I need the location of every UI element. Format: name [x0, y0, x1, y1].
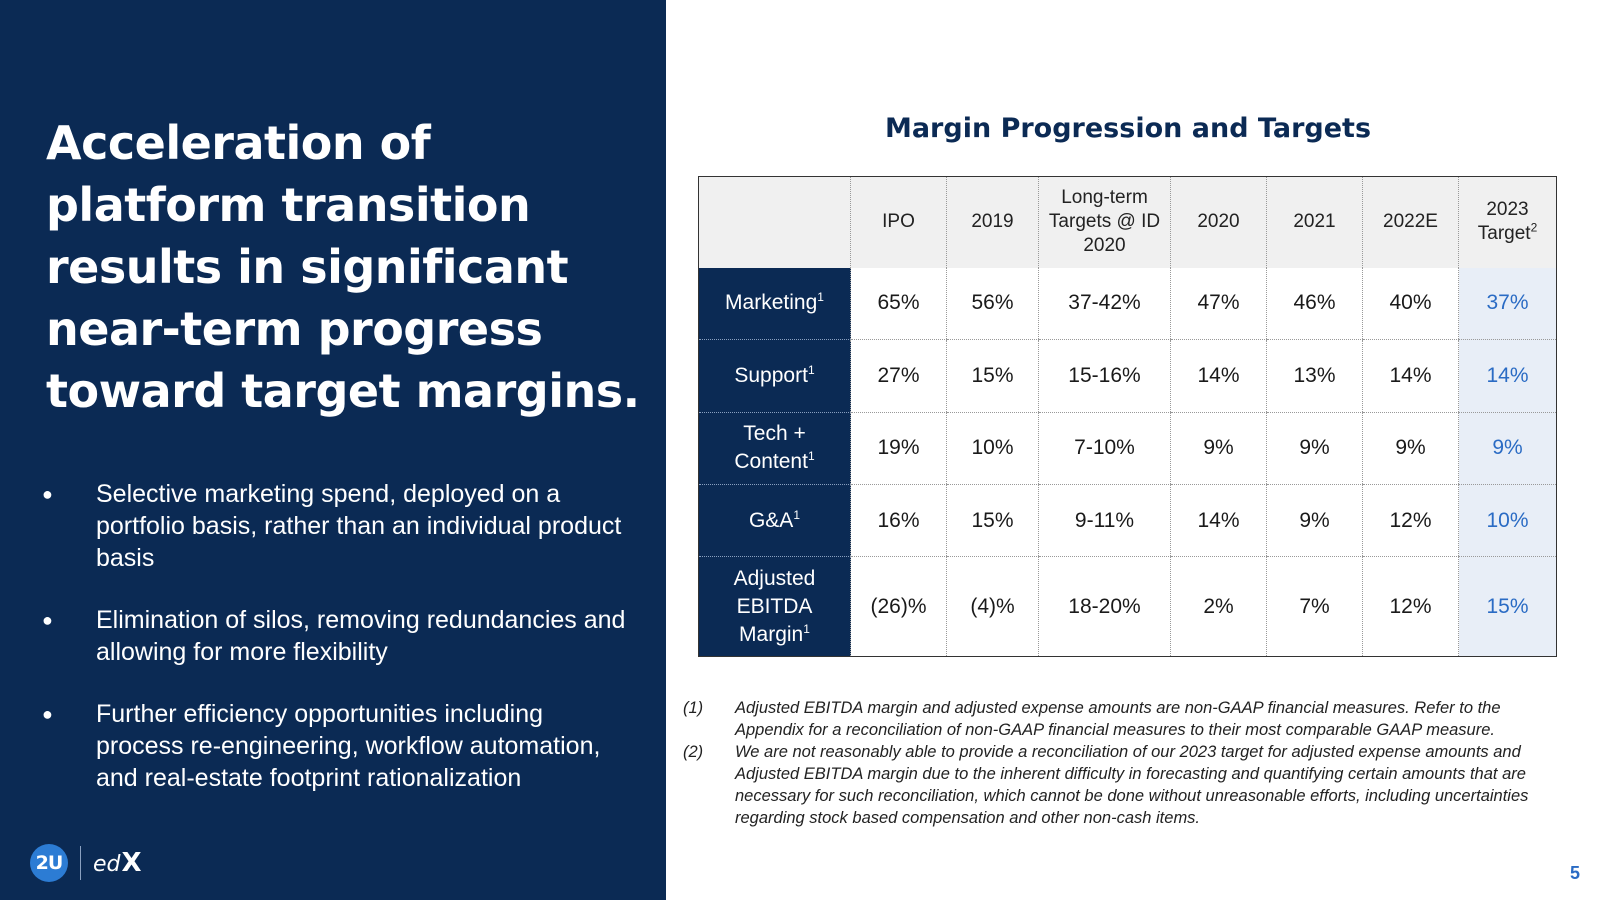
table-cell: 16%	[850, 484, 947, 558]
table-row: Support1 27% 15% 15-16% 14% 13% 14% 14%	[698, 339, 1557, 413]
table-cell: 56%	[946, 267, 1039, 341]
bullet-item: ● Further efficiency opportunities inclu…	[40, 698, 626, 794]
footnote: (2) We are not reasonably able to provid…	[683, 741, 1563, 829]
footnote-text: Adjusted EBITDA margin and adjusted expe…	[735, 699, 1501, 739]
table-cell: 65%	[850, 267, 947, 341]
table-row: Marketing1 65% 56% 37-42% 47% 46% 40% 37%	[698, 267, 1557, 341]
table-cell: 14%	[1170, 339, 1267, 413]
bullet-item: ● Elimination of silos, removing redunda…	[40, 604, 626, 668]
row-label: Tech + Content1	[698, 412, 851, 485]
table-cell: 15%	[946, 484, 1039, 558]
table-cell: 15%	[946, 339, 1039, 413]
table-cell: 9%	[1266, 484, 1363, 558]
table-cell: 40%	[1362, 267, 1459, 341]
bullet-dot-icon: ●	[42, 610, 53, 630]
company-logo: 2U edX	[30, 844, 142, 882]
table-row: Tech + Content1 19% 10% 7-10% 9% 9% 9% 9%	[698, 412, 1557, 485]
column-header: IPO	[850, 176, 947, 268]
table-cell: 7-10%	[1038, 412, 1171, 485]
column-header: 2019	[946, 176, 1039, 268]
row-label: Adjusted EBITDA Margin1	[698, 556, 851, 657]
table-cell: 47%	[1170, 267, 1267, 341]
table-cell: 9%	[1266, 412, 1363, 485]
target-cell: 15%	[1458, 556, 1557, 657]
footnote-text: We are not reasonably able to provide a …	[735, 743, 1529, 827]
table-cell: 19%	[850, 412, 947, 485]
table-cell: 9%	[1170, 412, 1267, 485]
column-header: Long-term Targets @ ID 2020	[1038, 176, 1171, 268]
footnote: (1) Adjusted EBITDA margin and adjusted …	[683, 697, 1563, 741]
bullet-dot-icon: ●	[42, 484, 53, 504]
left-panel: Acceleration of platform transition resu…	[0, 0, 666, 900]
page-number: 5	[1570, 863, 1581, 883]
table-cell: 10%	[946, 412, 1039, 485]
table-row: G&A1 16% 15% 9-11% 14% 9% 12% 10%	[698, 484, 1557, 558]
table-cell: 46%	[1266, 267, 1363, 341]
bullet-text: Elimination of silos, removing redundanc…	[96, 606, 626, 666]
target-cell: 37%	[1458, 267, 1557, 341]
footnotes: (1) Adjusted EBITDA margin and adjusted …	[683, 697, 1563, 829]
table-body: Marketing1 65% 56% 37-42% 47% 46% 40% 37% Suppor…	[698, 267, 1557, 657]
edx-logo-icon: edX	[93, 848, 142, 878]
table-cell: (4)%	[946, 556, 1039, 657]
table-title: Margin Progression and Targets	[884, 113, 1372, 144]
column-header: 2021	[1266, 176, 1363, 268]
footnote-number: (2)	[683, 743, 704, 761]
table-header-row: IPO 2019 Long-term Targets @ ID 2020 202…	[698, 176, 1557, 268]
bullet-dot-icon: ●	[42, 704, 53, 724]
table-cell: 2%	[1170, 556, 1267, 657]
table-cell: 27%	[850, 339, 947, 413]
bullet-item: ● Selective marketing spend, deployed on…	[40, 478, 626, 574]
table-cell: 7%	[1266, 556, 1363, 657]
row-label: G&A1	[698, 484, 851, 558]
table-cell: 12%	[1362, 484, 1459, 558]
table-cell: (26)%	[850, 556, 947, 657]
table-cell: 9%	[1362, 412, 1459, 485]
table-cell: 14%	[1362, 339, 1459, 413]
table-cell: 13%	[1266, 339, 1363, 413]
bullet-text: Further efficiency opportunities includi…	[96, 700, 601, 792]
row-label: Marketing1	[698, 267, 851, 341]
table-cell: 9-11%	[1038, 484, 1171, 558]
logo-divider	[80, 846, 81, 880]
target-cell: 10%	[1458, 484, 1557, 558]
column-header: 2020	[1170, 176, 1267, 268]
margin-table: IPO 2019 Long-term Targets @ ID 2020 202…	[698, 176, 1557, 657]
headline: Acceleration of platform transition resu…	[46, 116, 640, 418]
target-cell: 14%	[1458, 339, 1557, 413]
header-corner	[698, 176, 851, 268]
bullet-text: Selective marketing spend, deployed on a…	[96, 480, 622, 572]
column-header: 2022E	[1362, 176, 1459, 268]
table-row: Adjusted EBITDA Margin1 (26)% (4)% 18-20% 2%…	[698, 556, 1557, 657]
row-label: Support1	[698, 339, 851, 413]
table-cell: 14%	[1170, 484, 1267, 558]
table-cell: 15-16%	[1038, 339, 1171, 413]
column-header: 2023 Target2	[1458, 176, 1557, 268]
2u-logo-icon: 2U	[30, 844, 68, 882]
table-cell: 37-42%	[1038, 267, 1171, 341]
target-cell: 9%	[1458, 412, 1557, 485]
table-cell: 12%	[1362, 556, 1459, 657]
table-cell: 18-20%	[1038, 556, 1171, 657]
footnote-number: (1)	[683, 699, 704, 717]
